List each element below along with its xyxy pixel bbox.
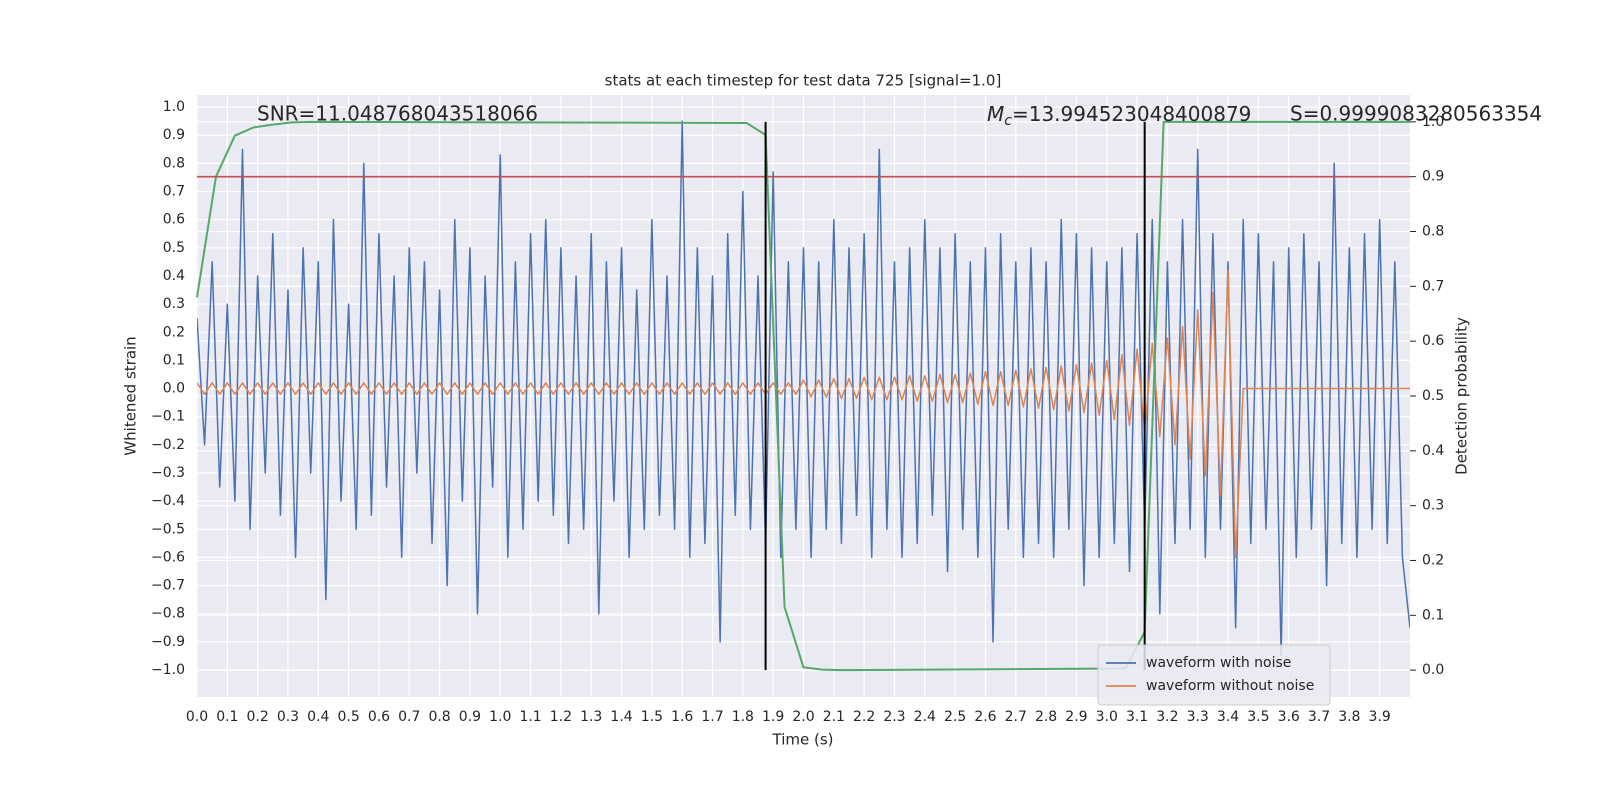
- x-tick-label: 0.1: [216, 709, 238, 725]
- x-tick-label: 3.5: [1247, 709, 1269, 725]
- x-tick-label: 1.4: [610, 709, 632, 725]
- x-axis-label: Time (s): [772, 731, 834, 749]
- x-tick-label: 2.7: [1005, 709, 1027, 725]
- x-tick-label: 0.0: [186, 709, 208, 725]
- snr-annotation: SNR=11.048768043518066: [257, 102, 538, 126]
- y-tick-label: −0.6: [151, 549, 185, 565]
- y-tick-label: 1.0: [163, 99, 185, 115]
- y2-tick-label: 1.0: [1422, 114, 1444, 130]
- y2-tick-label: 0.2: [1422, 552, 1444, 568]
- y-tick-label: −1.0: [151, 662, 185, 678]
- x-tick-label: 0.8: [428, 709, 450, 725]
- x-tick-label: 3.8: [1338, 709, 1360, 725]
- x-tick-label: 2.8: [1035, 709, 1057, 725]
- x-tick-label: 3.3: [1187, 709, 1209, 725]
- x-tick-label: 3.2: [1156, 709, 1178, 725]
- series-line: [197, 269, 1410, 559]
- x-tick-label: 0.4: [307, 709, 329, 725]
- y-axis-label: Whitened strain: [122, 336, 140, 455]
- x-tick-label: 3.7: [1308, 709, 1330, 725]
- x-tick-label: 3.0: [1096, 709, 1118, 725]
- y-tick-label: 0.5: [163, 240, 185, 256]
- mc-value: =13.994523048400879: [1012, 102, 1251, 126]
- mc-subscript: c: [1004, 113, 1012, 129]
- x-tick-label: 0.9: [459, 709, 481, 725]
- x-tick-label: 1.6: [671, 709, 693, 725]
- y2-tick-label: 0.9: [1422, 169, 1444, 185]
- x-tick-label: 3.1: [1126, 709, 1148, 725]
- y2-tick-label: 0.8: [1422, 224, 1444, 240]
- y-tick-label: −0.7: [151, 578, 185, 594]
- s-annotation: S=0.9999083280563354: [1290, 102, 1542, 126]
- y-tick-label: 0.7: [163, 184, 185, 200]
- y-tick-label: −0.9: [151, 634, 185, 650]
- x-tick-label: 1.7: [701, 709, 723, 725]
- y2-tick-label: 0.3: [1422, 498, 1444, 514]
- y-tick-label: −0.4: [151, 493, 185, 509]
- y-tick-label: 0.8: [163, 155, 185, 171]
- series-line: [197, 120, 1410, 657]
- y2-tick-label: 0.6: [1422, 333, 1444, 349]
- y-tick-label: −0.3: [151, 465, 185, 481]
- x-tick-label: 0.6: [368, 709, 390, 725]
- y-tick-label: 0.6: [163, 212, 185, 228]
- y-tick-label: −0.1: [151, 409, 185, 425]
- x-tick-label: 2.3: [883, 709, 905, 725]
- y2-tick-label: 0.4: [1422, 443, 1444, 459]
- x-tick-label: 3.9: [1369, 709, 1391, 725]
- x-tick-label: 2.9: [1065, 709, 1087, 725]
- x-tick-label: 0.5: [337, 709, 359, 725]
- y-tick-label: 0.4: [163, 268, 185, 284]
- y-tick-label: 0.2: [163, 324, 185, 340]
- x-tick-label: 1.3: [580, 709, 602, 725]
- x-tick-label: 1.9: [762, 709, 784, 725]
- x-tick-label: 2.0: [792, 709, 814, 725]
- x-tick-label: 3.4: [1217, 709, 1239, 725]
- x-tick-label: 2.5: [944, 709, 966, 725]
- y-tick-label: 0.1: [163, 352, 185, 368]
- x-tick-label: 2.2: [853, 709, 875, 725]
- y-tick-label: −0.5: [151, 521, 185, 537]
- x-tick-label: 1.0: [489, 709, 511, 725]
- x-tick-label: 1.8: [732, 709, 754, 725]
- x-tick-label: 0.3: [277, 709, 299, 725]
- x-tick-label: 1.2: [550, 709, 572, 725]
- x-tick-label: 1.5: [641, 709, 663, 725]
- y2-tick-label: 0.0: [1422, 662, 1444, 678]
- x-tick-label: 0.2: [247, 709, 269, 725]
- y2-tick-label: 0.1: [1422, 607, 1444, 623]
- x-tick-label: 3.6: [1278, 709, 1300, 725]
- y-tick-label: 0.3: [163, 296, 185, 312]
- legend-label: waveform without noise: [1146, 678, 1314, 694]
- x-tick-label: 1.1: [519, 709, 541, 725]
- y-tick-label: −0.8: [151, 606, 185, 622]
- chart-title: stats at each timestep for test data 725…: [605, 72, 1002, 90]
- x-tick-label: 0.7: [398, 709, 420, 725]
- y-tick-label: 0.0: [163, 381, 185, 397]
- y2-axis-label: Detection probability: [1453, 317, 1471, 475]
- legend-box: [1097, 644, 1331, 706]
- legend-label: waveform with noise: [1146, 655, 1291, 671]
- x-tick-label: 2.1: [823, 709, 845, 725]
- x-tick-label: 2.4: [914, 709, 936, 725]
- y2-tick-label: 0.5: [1422, 388, 1444, 404]
- y-tick-label: 0.9: [163, 127, 185, 143]
- x-tick-label: 2.6: [974, 709, 996, 725]
- legend: waveform with noise waveform without nois…: [1097, 644, 1331, 706]
- y2-tick-label: 0.7: [1422, 278, 1444, 294]
- mc-symbol: M: [987, 102, 1004, 126]
- mc-annotation: Mc=13.994523048400879: [987, 102, 1251, 130]
- y-tick-label: −0.2: [151, 437, 185, 453]
